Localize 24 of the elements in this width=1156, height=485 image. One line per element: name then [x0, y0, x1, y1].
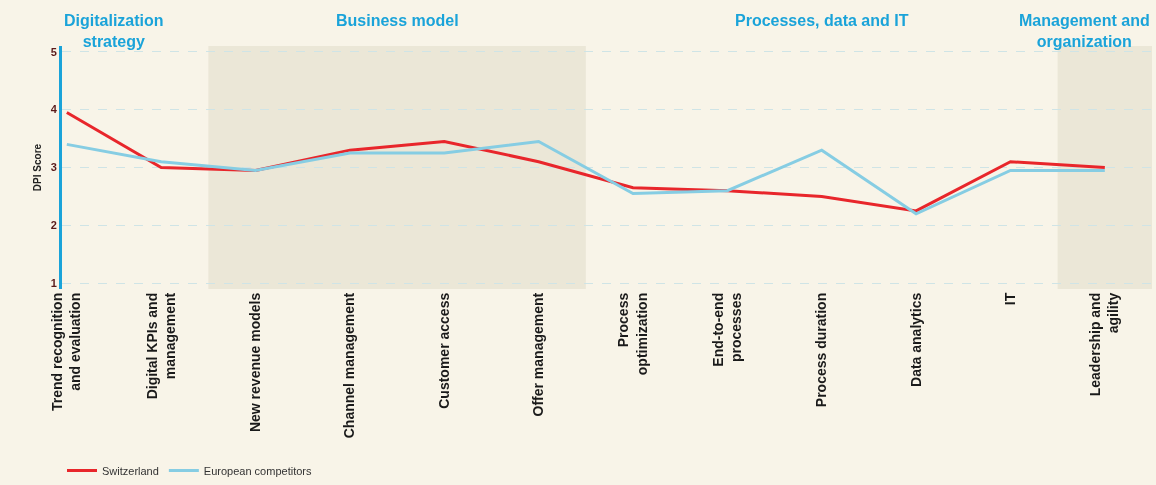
- legend-label: European competitors: [203, 464, 312, 477]
- x-tick-label: Process optimization: [615, 292, 650, 376]
- x-tick-label: Trend recognition and evaluation: [49, 292, 84, 412]
- legend-label: Switzerland: [102, 464, 159, 477]
- x-tick-label: New revenue models: [247, 292, 264, 433]
- x-tick-label: Customer access: [435, 292, 452, 409]
- y-tick-label: 2: [50, 219, 57, 232]
- x-tick-label: Process duration: [813, 292, 830, 408]
- x-tick-label: Data analytics: [907, 292, 924, 387]
- band-label: Business model: [336, 12, 459, 29]
- line-series: [65, 139, 1107, 216]
- x-tick-label: IT: [1002, 292, 1018, 306]
- y-tick-label: 3: [50, 161, 57, 174]
- y-tick-label: 5: [50, 45, 57, 58]
- y-axis-title: DPI Score: [31, 143, 43, 192]
- x-tick-label: Leadership and agility: [1087, 292, 1122, 397]
- y-tick-label: 1: [50, 277, 57, 290]
- x-tick-label: Offer management: [530, 292, 547, 417]
- x-tick-label: Channel management: [341, 292, 358, 439]
- y-tick-label: 4: [50, 103, 58, 116]
- x-tick-label: End-to-end processes: [709, 292, 745, 367]
- band-label: Management and organization: [1019, 12, 1150, 50]
- annotation: Digitalization strategy: [64, 12, 164, 50]
- text: Processes, data and IT: [735, 12, 909, 29]
